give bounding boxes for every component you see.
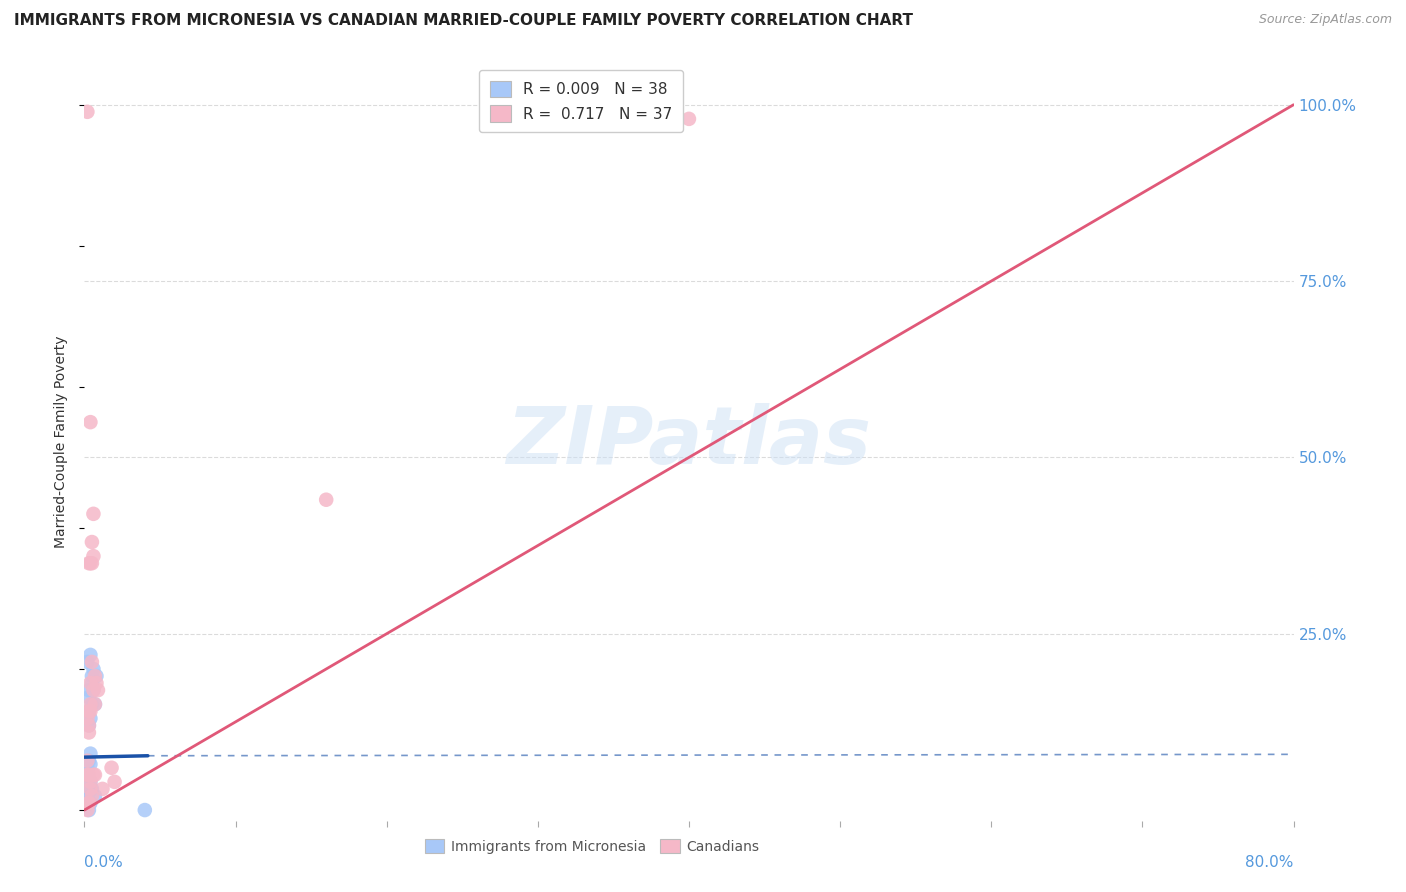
Point	[77, 796, 100, 810]
Point	[76, 711, 98, 725]
Point	[77, 718, 100, 732]
Point	[75, 789, 97, 803]
Point	[76, 796, 98, 810]
Point	[76, 768, 98, 782]
Point	[77, 754, 100, 768]
Point	[80, 655, 103, 669]
Point	[79, 676, 101, 690]
Point	[76, 803, 98, 817]
Point	[77, 683, 100, 698]
Point	[79, 747, 101, 761]
Point	[77, 768, 100, 782]
Point	[79, 757, 101, 772]
Point	[76, 781, 98, 796]
Point	[76, 655, 98, 669]
Point	[82, 507, 104, 521]
Point	[86, 669, 108, 683]
Point	[77, 785, 100, 799]
Point	[80, 676, 103, 690]
Point	[76, 104, 98, 119]
Point	[77, 718, 100, 732]
Point	[77, 556, 100, 570]
Point	[82, 683, 104, 698]
Point	[79, 704, 101, 718]
Point	[82, 683, 104, 698]
Point	[77, 704, 100, 718]
Point	[80, 535, 103, 549]
Point	[84, 669, 107, 683]
Point	[84, 698, 107, 712]
Point	[79, 698, 101, 712]
Point	[134, 803, 156, 817]
Point	[80, 669, 103, 683]
Point	[80, 781, 103, 796]
Point	[77, 704, 100, 718]
Point	[678, 112, 700, 126]
Point	[79, 796, 101, 810]
Point	[87, 683, 110, 698]
Point	[82, 549, 104, 563]
Text: 80.0%: 80.0%	[1246, 855, 1294, 870]
Point	[75, 768, 97, 782]
Point	[79, 415, 101, 429]
Point	[84, 768, 107, 782]
Point	[82, 768, 104, 782]
Point	[80, 789, 103, 803]
Point	[75, 789, 97, 803]
Point	[76, 761, 98, 775]
Text: IMMIGRANTS FROM MICRONESIA VS CANADIAN MARRIED-COUPLE FAMILY POVERTY CORRELATION: IMMIGRANTS FROM MICRONESIA VS CANADIAN M…	[14, 13, 912, 29]
Point	[79, 781, 101, 796]
Text: 0.0%: 0.0%	[84, 855, 124, 870]
Point	[84, 789, 107, 803]
Point	[79, 648, 101, 662]
Point	[77, 803, 100, 817]
Point	[91, 781, 114, 796]
Y-axis label: Married-Couple Family Poverty: Married-Couple Family Poverty	[55, 335, 69, 548]
Point	[77, 725, 100, 739]
Point	[76, 768, 98, 782]
Point	[104, 775, 127, 789]
Point	[79, 775, 101, 789]
Text: ZIPatlas: ZIPatlas	[506, 402, 872, 481]
Point	[75, 781, 97, 796]
Point	[86, 676, 108, 690]
Point	[76, 754, 98, 768]
Point	[315, 492, 337, 507]
Legend: Immigrants from Micronesia, Canadians: Immigrants from Micronesia, Canadians	[419, 834, 765, 859]
Point	[75, 775, 97, 789]
Point	[75, 789, 97, 803]
Point	[82, 662, 104, 676]
Text: Source: ZipAtlas.com: Source: ZipAtlas.com	[1258, 13, 1392, 27]
Point	[100, 761, 122, 775]
Point	[77, 690, 100, 705]
Point	[76, 796, 98, 810]
Point	[84, 698, 107, 712]
Point	[77, 796, 100, 810]
Point	[76, 789, 98, 803]
Point	[80, 556, 103, 570]
Point	[76, 775, 98, 789]
Point	[79, 775, 101, 789]
Point	[77, 796, 100, 810]
Point	[79, 711, 101, 725]
Point	[79, 556, 101, 570]
Point	[80, 698, 103, 712]
